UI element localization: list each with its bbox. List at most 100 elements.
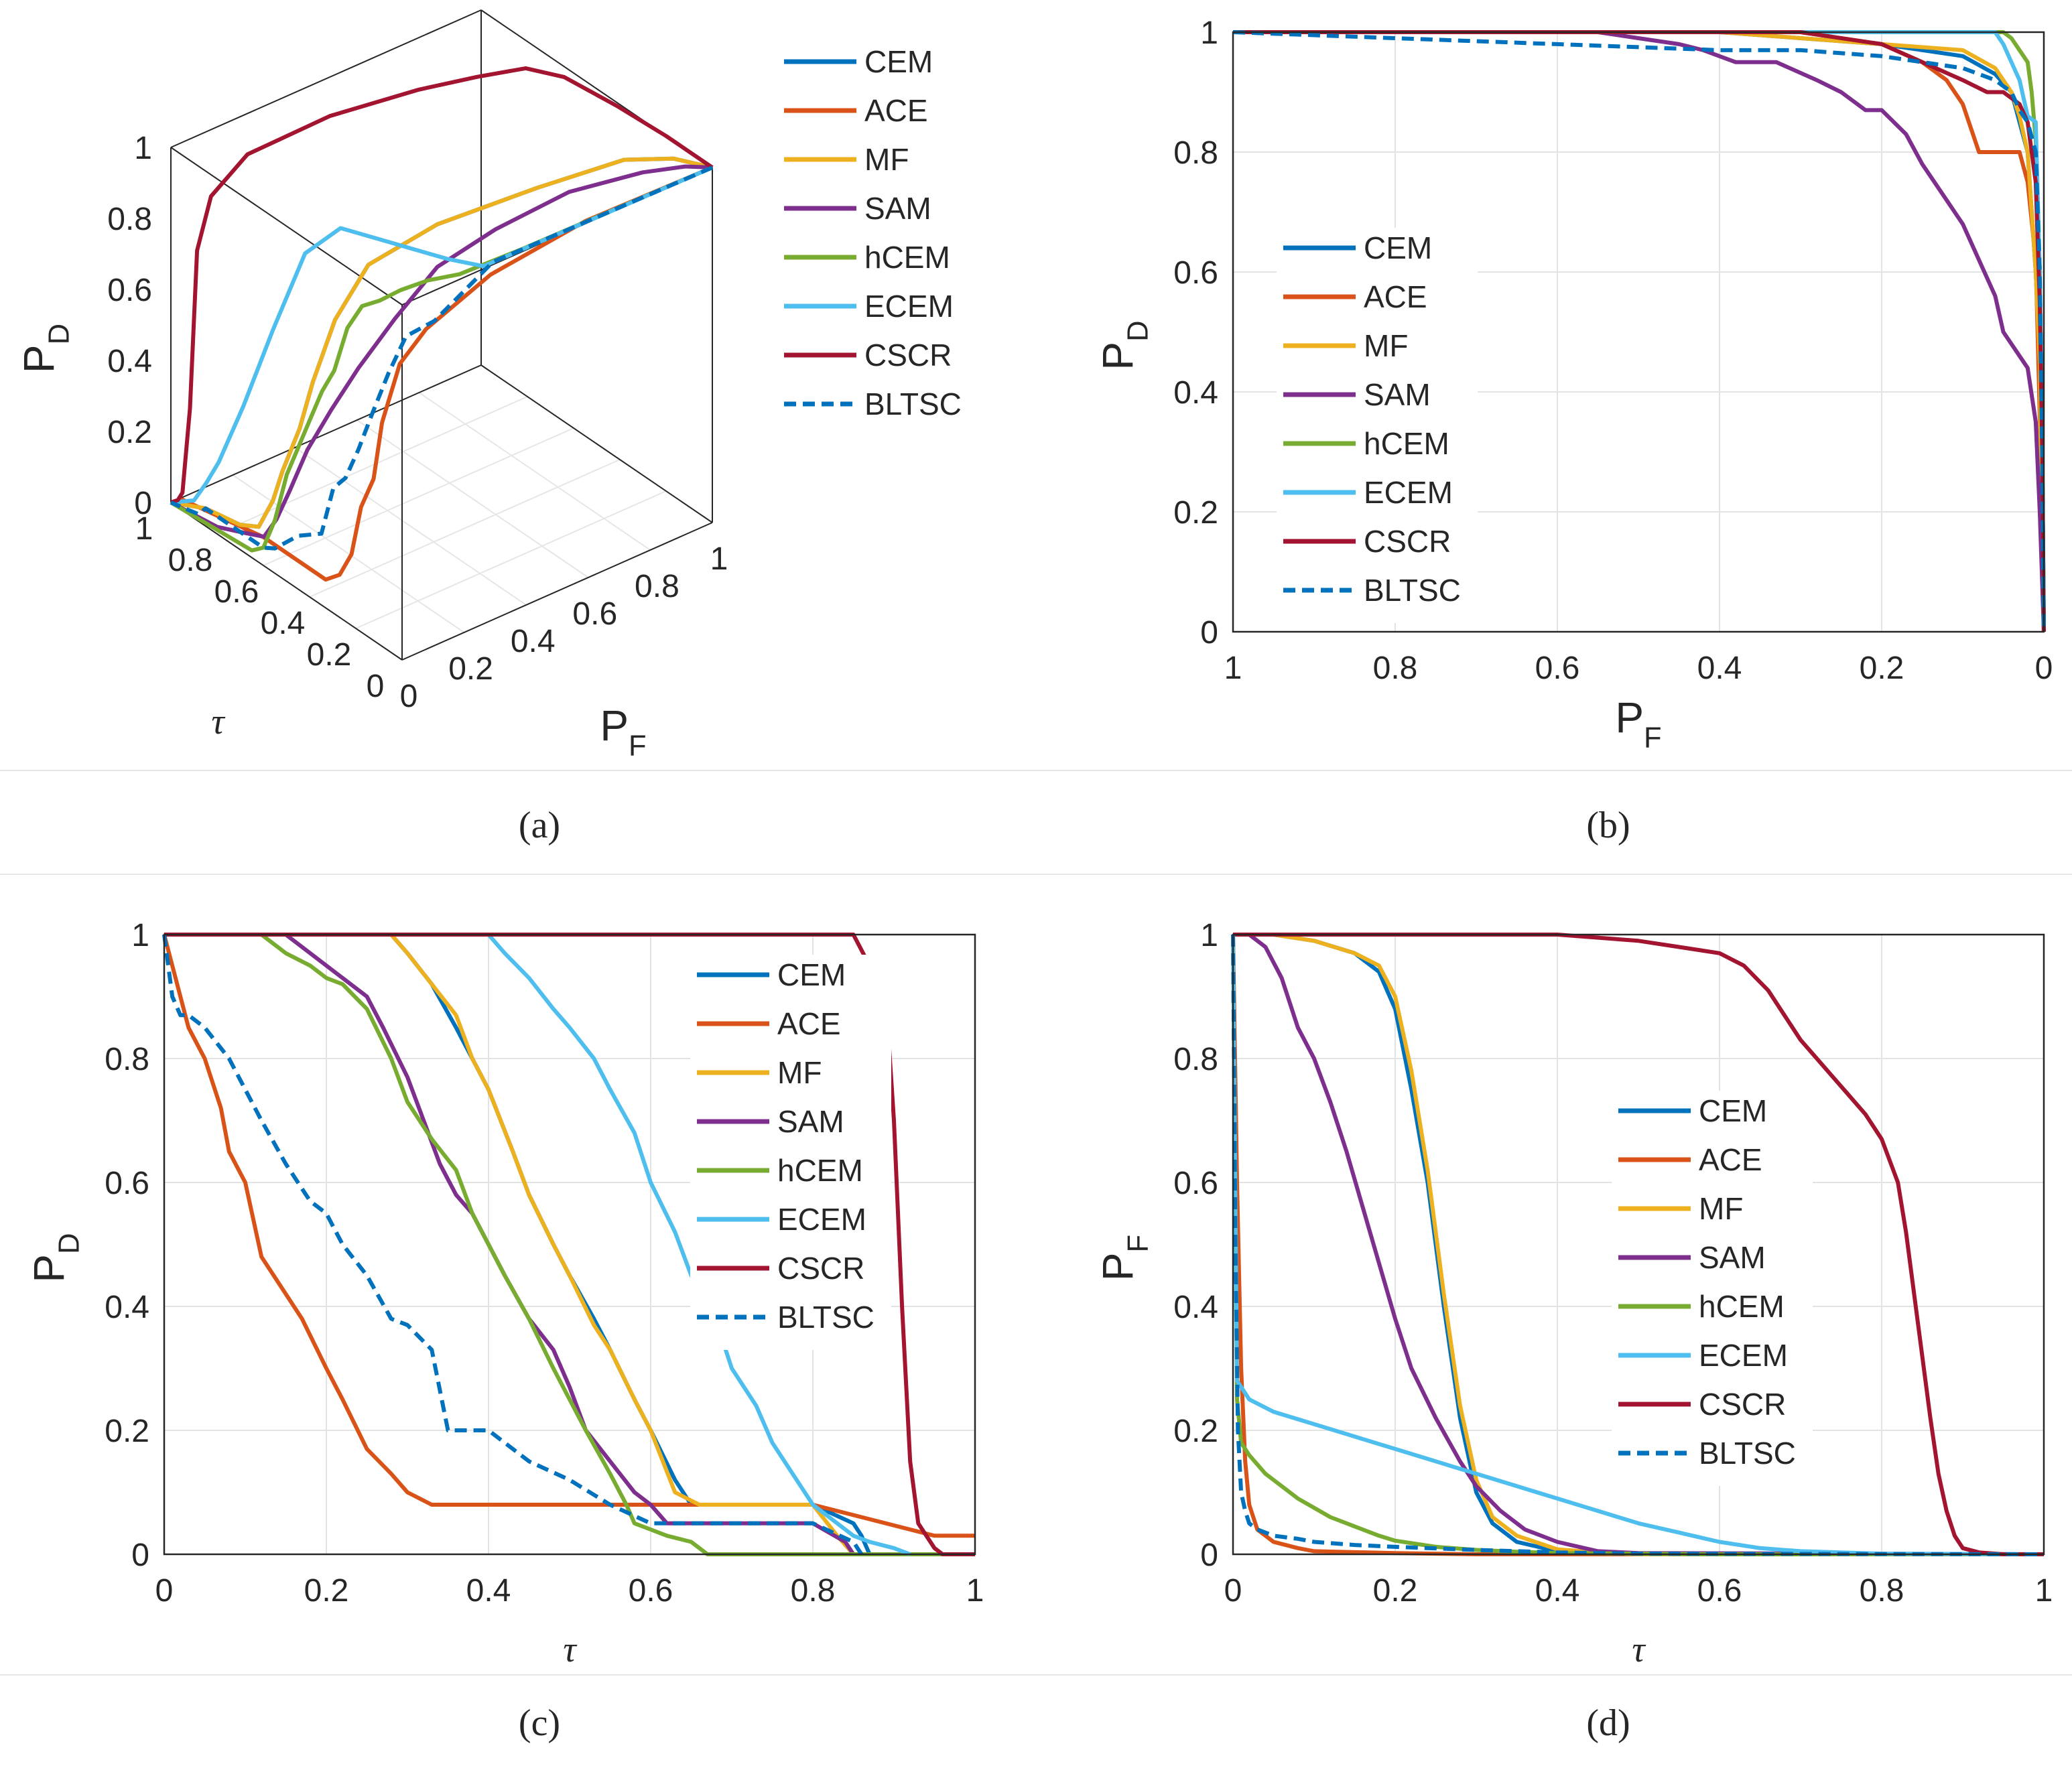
legend-d: CEM ACE MF SAM hCEM ECEM CSCR BLTSC — [1612, 1091, 1813, 1486]
legend-label-SAM: SAM — [777, 1104, 844, 1139]
x-tick-label: 0.4 — [1535, 1573, 1580, 1609]
legend-label-MF: MF — [864, 142, 909, 177]
y-axis-label: PD — [25, 1233, 85, 1282]
legend-label-hCEM: hCEM — [1699, 1289, 1785, 1324]
floor-gridline — [309, 459, 621, 598]
z-axis-label: PD — [15, 324, 75, 373]
series-line-SAM — [1233, 933, 2045, 1556]
floor-gridline — [355, 490, 667, 629]
series-line-CSCR — [1233, 933, 2044, 1556]
legend-label-CSCR: CSCR — [1699, 1387, 1786, 1422]
floor-gridline — [294, 447, 527, 606]
series-line-SAM — [170, 164, 713, 539]
caption-d: (d) — [1586, 1702, 1630, 1744]
y-tick-label: 0.8 — [168, 543, 213, 578]
panel-c: 0 0.2 0.4 0.6 0.8 1 0 0.2 0.4 0.6 0.8 1 τ PD — [25, 918, 984, 1670]
y-tick-label: 1 — [131, 918, 149, 953]
x-tick-label: 0.2 — [1860, 651, 1904, 686]
legend-c: CEM ACE MF SAM hCEM ECEM CSCR BLTSC — [690, 955, 891, 1350]
x-tick-label: 0.2 — [304, 1573, 349, 1609]
x-axis-label-text: PF — [600, 701, 646, 762]
series-line-MF — [170, 156, 713, 529]
legend-label-CSCR: CSCR — [1364, 524, 1451, 559]
axes-box — [1232, 31, 2045, 633]
series-line-MF — [164, 933, 855, 1556]
y-tick-label: 0.2 — [105, 1414, 149, 1449]
x-axis-label: τ — [1632, 1629, 1646, 1670]
x-tick-label: 0 — [1224, 1573, 1242, 1609]
caption-c: (c) — [519, 1702, 560, 1744]
legend-label-ACE: ACE — [1364, 279, 1427, 314]
panel-d: 0 0.2 0.4 0.6 0.8 1 0 0.2 0.4 0.6 0.8 1 τ PF — [1094, 918, 2053, 1670]
x-tick-label: 0.4 — [466, 1573, 511, 1609]
y-axis-label-text: PF — [1094, 1235, 1154, 1281]
legend-label-hCEM: hCEM — [777, 1153, 863, 1188]
x-tick-label: 0.8 — [635, 569, 679, 604]
legend-label-ACE: ACE — [1699, 1142, 1762, 1177]
legend-label-ECEM: ECEM — [864, 289, 954, 324]
legend-a: CEM ACE MF SAM hCEM ECEM CSCR BLTSC — [777, 42, 978, 437]
x-tick-label: 0.6 — [1697, 1573, 1742, 1609]
y-tick-label: 0.6 — [214, 574, 259, 610]
z-tick-label: 0.6 — [107, 273, 152, 308]
legend-label-ECEM: ECEM — [1364, 475, 1453, 510]
x-tick-label: 0.4 — [1697, 651, 1742, 686]
series-line-ACE — [1231, 934, 2044, 1556]
x-tick-label: 1 — [2035, 1573, 2053, 1609]
legend-label-CEM: CEM — [864, 44, 933, 79]
y-tick-label: 0 — [1200, 615, 1218, 651]
legend-box — [690, 955, 891, 1350]
panel-a: 00.20.40.60.8100.20.40.60.8100.20.40.60.… — [15, 9, 728, 762]
legend-label-BLTSC: BLTSC — [1699, 1436, 1796, 1471]
cube-edge — [170, 502, 403, 661]
floor-gridline — [357, 419, 589, 578]
y-tick-label: 0.2 — [307, 637, 352, 673]
legend-label-MF: MF — [1364, 328, 1408, 363]
series-line-BLTSC — [162, 934, 864, 1556]
x-tick-label: 1 — [1224, 651, 1242, 686]
series-line-ECEM — [170, 165, 714, 504]
z-tick-label: 0.4 — [107, 344, 152, 379]
series-line-hCEM — [164, 933, 975, 1556]
x-tick-label: 0.2 — [448, 651, 493, 687]
floor-gridline — [418, 392, 651, 551]
panel-b: 1 0.8 0.6 0.4 0.2 0 0 0.2 0.4 0.6 0.8 1 PF PD — [1094, 15, 2053, 754]
legend-box — [777, 42, 978, 437]
y-tick-label: 0.6 — [105, 1166, 149, 1201]
axes-box — [163, 933, 976, 1556]
y-tick-label: 0.2 — [1173, 495, 1218, 531]
x-tick-label: 0.6 — [629, 1573, 673, 1609]
legend-box — [1612, 1091, 1813, 1486]
y-axis-label: PF — [1094, 1235, 1154, 1281]
z-tick-label: 0 — [134, 486, 152, 521]
legend-label-hCEM: hCEM — [864, 240, 950, 275]
legend-label-ECEM: ECEM — [1699, 1338, 1788, 1373]
x-tick-label: 0 — [155, 1573, 174, 1609]
series-line-hCEM — [170, 165, 714, 553]
legend-label-CSCR: CSCR — [777, 1251, 864, 1286]
cube-edge — [480, 364, 713, 523]
floor-gridline — [263, 427, 574, 566]
y-tick-label: 0.4 — [105, 1290, 149, 1325]
legend-label-SAM: SAM — [1699, 1240, 1766, 1275]
series-line-ACE — [162, 934, 975, 1538]
y-axis-label: τ — [211, 701, 225, 742]
cube-edge — [170, 9, 482, 148]
legend-label-MF: MF — [777, 1055, 822, 1090]
y-tick-label: 1 — [1200, 918, 1218, 953]
y-tick-label: 0.4 — [261, 606, 306, 641]
x-axis-label: PF — [600, 701, 646, 762]
legend-label-hCEM: hCEM — [1364, 426, 1449, 461]
legend-label-MF: MF — [1699, 1191, 1743, 1226]
y-tick-label: 0 — [131, 1538, 149, 1573]
x-tick-label: 0 — [2035, 651, 2053, 686]
y-axis-label-text: PD — [1094, 320, 1154, 370]
y-tick-label: 0.6 — [1173, 255, 1218, 291]
legend-label-CEM: CEM — [777, 957, 846, 992]
y-tick-label: 0 — [367, 669, 385, 704]
y-tick-label: 0.6 — [1173, 1166, 1218, 1201]
legend-box — [1277, 228, 1478, 623]
y-tick-label: 0.2 — [1173, 1414, 1218, 1449]
legend-label-ECEM: ECEM — [777, 1202, 866, 1237]
